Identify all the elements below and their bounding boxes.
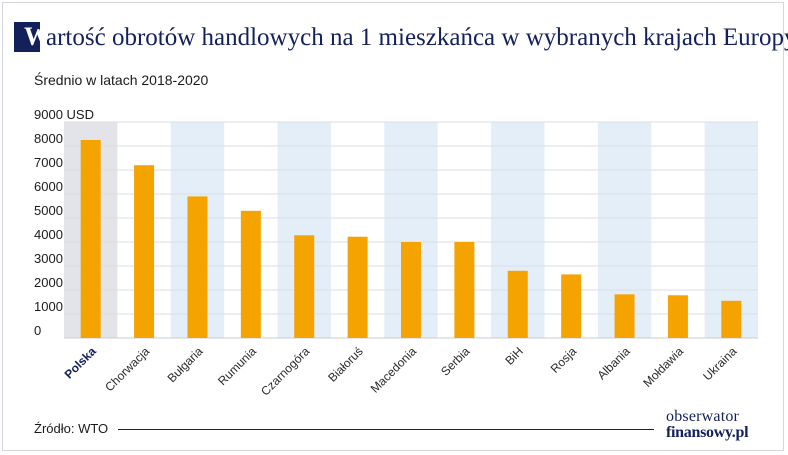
x-tick-label: BiH <box>502 344 526 368</box>
x-tick-label: Ukraina <box>700 344 739 383</box>
bar-Rosja <box>561 274 582 338</box>
bar-Macedonia <box>401 242 421 338</box>
bar-Chorwacja <box>134 165 155 338</box>
bar-Czarnogóra <box>294 235 315 338</box>
y-tick-label: 8000 <box>34 131 63 146</box>
logo-line1: obserwator <box>666 408 740 425</box>
x-tick-label: Mołdawia <box>640 344 686 390</box>
y-tick-label: 6000 <box>34 179 63 194</box>
bar-Białoruś <box>347 236 368 338</box>
chart-title: artość obrotów handlowych na 1 mieszkańc… <box>46 24 788 51</box>
x-tick-label: Rumunia <box>215 344 259 388</box>
bar-Mołdawia <box>667 295 688 338</box>
x-axis-ticks: Polska Chorwacja Bułgaria Rumunia Czarnogóra… <box>62 344 740 398</box>
title-first-letter: W <box>24 22 50 51</box>
y-tick-label: 4000 <box>34 227 63 242</box>
y-tick-label: 0 <box>34 323 41 338</box>
x-tick-label: Chorwacja <box>102 344 152 394</box>
y-tick-label: 2000 <box>34 275 63 290</box>
x-tick-label: Bułgaria <box>165 344 206 385</box>
x-tick-label: Macedonia <box>368 344 420 396</box>
chart-subtitle: Średnio w latach 2018-2020 <box>34 72 209 88</box>
bar-Serbia <box>454 242 475 338</box>
y-tick-label: 9000 USD <box>34 107 94 122</box>
y-tick-label: 5000 <box>34 203 63 218</box>
bar-Albania <box>614 294 635 338</box>
x-tick-label: Rosja <box>548 344 580 376</box>
title-mark <box>14 22 40 52</box>
publisher-logo: obserwator finansowy.pl <box>662 408 762 448</box>
bar-Rumunia <box>240 210 261 338</box>
y-axis-ticks: 0 1000 2000 3000 4000 5000 6000 7000 8000 9000 US… <box>34 107 94 338</box>
bar-Polska <box>80 140 101 338</box>
source-note: Źródło: WTO <box>34 421 109 436</box>
footer-rule <box>118 429 654 430</box>
bar-Bułgaria <box>187 196 208 338</box>
title-row: W artość obrotów handlowych na 1 mieszka… <box>14 14 788 58</box>
bar-BiH <box>507 270 528 338</box>
bars <box>80 140 742 338</box>
x-tick-label: Serbia <box>438 344 473 379</box>
y-tick-label: 7000 <box>34 155 63 170</box>
x-tick-label: Czarnogóra <box>258 344 312 398</box>
logo-line2: finansowy.pl <box>666 424 749 441</box>
x-tick-label: Albania <box>594 344 632 382</box>
y-tick-label: 3000 <box>34 251 63 266</box>
x-tick-label: Polska <box>62 344 99 381</box>
y-tick-label: 1000 <box>34 299 63 314</box>
x-tick-label: Białoruś <box>325 344 366 385</box>
bar-Ukraina <box>721 300 742 338</box>
